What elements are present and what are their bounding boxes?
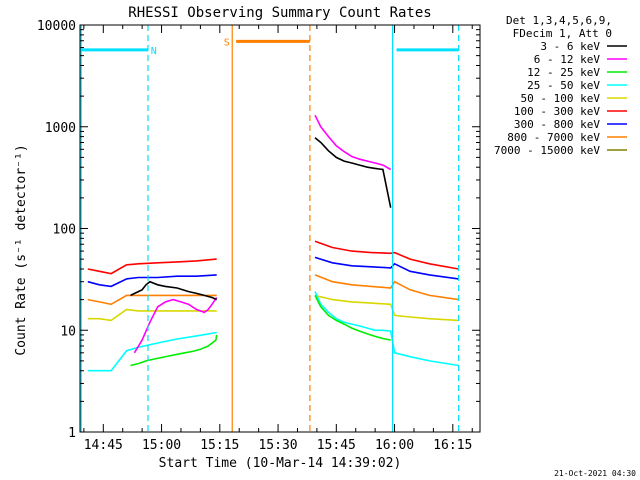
x-tick-label: 14:45 xyxy=(84,438,123,453)
legend-entry-label: 100 - 300 keV xyxy=(514,105,600,118)
y-tick-label: 10000 xyxy=(37,19,76,34)
legend-header: Det 1,3,4,5,6,9, xyxy=(506,14,612,27)
legend-entry-label: 6 - 12 keV xyxy=(534,53,601,66)
x-tick-label: 15:30 xyxy=(258,438,297,453)
footer-timestamp: 21-Oct-2021 04:30 xyxy=(554,469,636,478)
legend-entry-label: 800 - 7000 keV xyxy=(507,131,600,144)
legend-entry-label: 25 - 50 keV xyxy=(527,79,600,92)
y-tick-label: 1 xyxy=(68,426,76,441)
x-tick-label: 16:15 xyxy=(433,438,472,453)
marker-label-S: S xyxy=(224,37,230,48)
legend-entry-label: 12 - 25 keV xyxy=(527,66,600,79)
y-tick-label: 10 xyxy=(60,324,76,339)
series-line-3-6-keV xyxy=(130,137,392,301)
series-line-800-7000-keV xyxy=(87,274,459,306)
y-axis-label: Count Rate (s⁻¹ detector⁻¹) xyxy=(14,144,29,355)
series-line-6-12-keV xyxy=(133,114,392,354)
plot-frame xyxy=(79,24,481,433)
x-tick-label: 15:45 xyxy=(317,438,356,453)
x-axis-label: Start Time (10-Mar-14 14:39:02) xyxy=(159,456,402,471)
series-line-50-100-keV xyxy=(87,294,459,322)
series-line-25-50-keV xyxy=(87,291,459,372)
x-tick-label: 15:15 xyxy=(200,438,239,453)
series-line-300-800-keV xyxy=(87,256,459,288)
legend-entry-label: 3 - 6 keV xyxy=(540,40,600,53)
legend-entry-label: 300 - 800 keV xyxy=(514,118,600,131)
legend-entry-label: 7000 - 15000 keV xyxy=(494,144,600,157)
series-line-100-300-keV xyxy=(87,240,459,275)
chart-title: RHESSI Observing Summary Count Rates xyxy=(128,5,431,21)
series-line-12-25-keV xyxy=(130,295,391,367)
legend-header: FDecim 1, Att 0 xyxy=(513,27,612,40)
legend: Det 1,3,4,5,6,9,FDecim 1, Att 03 - 6 keV… xyxy=(494,14,627,157)
x-tick-label: 16:00 xyxy=(375,438,414,453)
marker-label-N: N xyxy=(151,46,157,57)
y-tick-label: 1000 xyxy=(45,121,76,136)
legend-entry-label: 50 - 100 keV xyxy=(521,92,601,105)
x-tick-label: 15:00 xyxy=(142,438,181,453)
y-tick-label: 100 xyxy=(53,223,76,238)
